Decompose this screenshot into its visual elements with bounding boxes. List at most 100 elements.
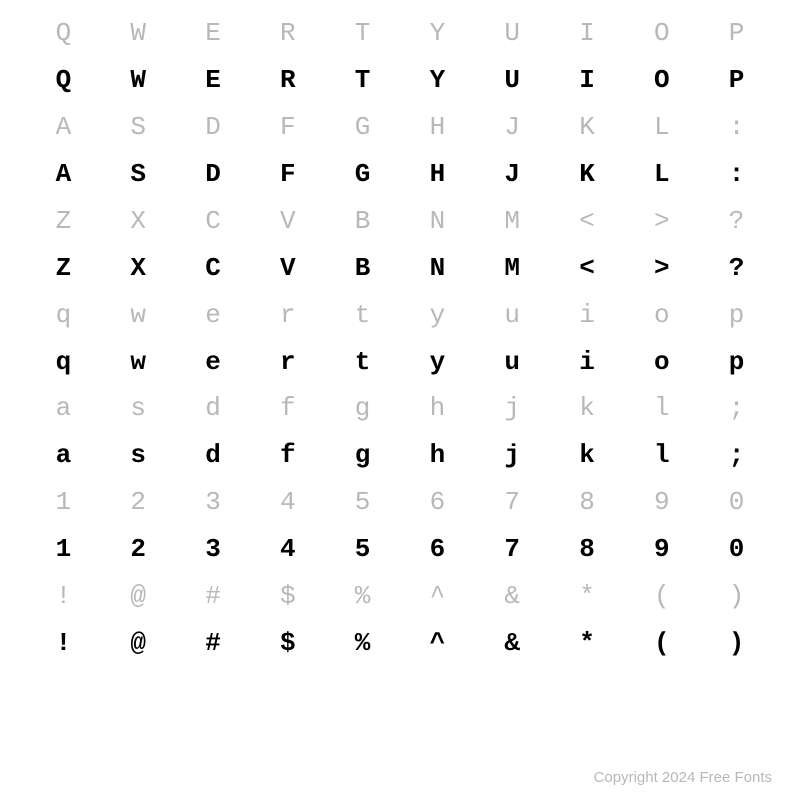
reference-glyph: E [176,10,251,57]
reference-glyph: ! [26,573,101,620]
sample-glyph: D [176,151,251,198]
reference-glyph: s [101,385,176,432]
reference-glyph: a [26,385,101,432]
reference-glyph: y [400,291,475,338]
reference-glyph: @ [101,573,176,620]
reference-glyph: Y [400,10,475,57]
sample-glyph: g [325,432,400,479]
reference-glyph: k [550,385,625,432]
reference-glyph: N [400,198,475,245]
sample-glyph: Z [26,244,101,291]
sample-glyph: H [400,151,475,198]
sample-glyph: ; [699,432,774,479]
sample-glyph: $ [250,619,325,666]
reference-glyph: J [475,104,550,151]
sample-glyph: Y [400,57,475,104]
reference-glyph: ? [699,198,774,245]
reference-glyph: w [101,291,176,338]
sample-glyph: N [400,244,475,291]
reference-glyph: T [325,10,400,57]
sample-glyph: ) [699,619,774,666]
reference-glyph: f [250,385,325,432]
reference-glyph: V [250,198,325,245]
reference-glyph: o [624,291,699,338]
sample-glyph: 5 [325,526,400,573]
reference-glyph: 1 [26,479,101,526]
sample-glyph: C [176,244,251,291]
sample-glyph: K [550,151,625,198]
reference-glyph: u [475,291,550,338]
reference-glyph: U [475,10,550,57]
sample-glyph: A [26,151,101,198]
sample-glyph: P [699,57,774,104]
reference-glyph: Z [26,198,101,245]
reference-glyph: ; [699,385,774,432]
sample-glyph: 0 [699,526,774,573]
sample-glyph: I [550,57,625,104]
reference-glyph: G [325,104,400,151]
sample-glyph: f [250,432,325,479]
reference-glyph: < [550,198,625,245]
reference-glyph: I [550,10,625,57]
sample-glyph: Q [26,57,101,104]
sample-glyph: 2 [101,526,176,573]
sample-glyph: j [475,432,550,479]
sample-glyph: k [550,432,625,479]
sample-glyph: % [325,619,400,666]
reference-glyph: ) [699,573,774,620]
reference-glyph: C [176,198,251,245]
reference-glyph: D [176,104,251,151]
reference-glyph: R [250,10,325,57]
sample-glyph: ( [624,619,699,666]
reference-glyph: > [624,198,699,245]
reference-glyph: S [101,104,176,151]
sample-glyph: @ [101,619,176,666]
sample-glyph: h [400,432,475,479]
sample-glyph: p [699,338,774,385]
sample-glyph: ^ [400,619,475,666]
reference-glyph: j [475,385,550,432]
sample-glyph: X [101,244,176,291]
reference-glyph: 6 [400,479,475,526]
sample-glyph: t [325,338,400,385]
reference-glyph: A [26,104,101,151]
reference-glyph: g [325,385,400,432]
reference-glyph: q [26,291,101,338]
reference-glyph: e [176,291,251,338]
sample-glyph: R [250,57,325,104]
sample-glyph: l [624,432,699,479]
reference-glyph: K [550,104,625,151]
reference-glyph: h [400,385,475,432]
reference-glyph: F [250,104,325,151]
reference-glyph: & [475,573,550,620]
sample-glyph: V [250,244,325,291]
sample-glyph: : [699,151,774,198]
sample-glyph: 3 [176,526,251,573]
reference-glyph: L [624,104,699,151]
sample-glyph: L [624,151,699,198]
reference-glyph: t [325,291,400,338]
sample-glyph: < [550,244,625,291]
sample-glyph: G [325,151,400,198]
reference-glyph: M [475,198,550,245]
sample-glyph: 4 [250,526,325,573]
sample-glyph: O [624,57,699,104]
reference-glyph: : [699,104,774,151]
sample-glyph: o [624,338,699,385]
reference-glyph: 8 [550,479,625,526]
reference-glyph: p [699,291,774,338]
reference-glyph: 2 [101,479,176,526]
reference-glyph: ( [624,573,699,620]
sample-glyph: i [550,338,625,385]
reference-glyph: * [550,573,625,620]
sample-glyph: s [101,432,176,479]
reference-glyph: i [550,291,625,338]
copyright-text: Copyright 2024 Free Fonts [594,769,772,786]
reference-glyph: r [250,291,325,338]
sample-glyph: e [176,338,251,385]
sample-glyph: y [400,338,475,385]
reference-glyph: % [325,573,400,620]
sample-glyph: a [26,432,101,479]
sample-glyph: & [475,619,550,666]
reference-glyph: l [624,385,699,432]
